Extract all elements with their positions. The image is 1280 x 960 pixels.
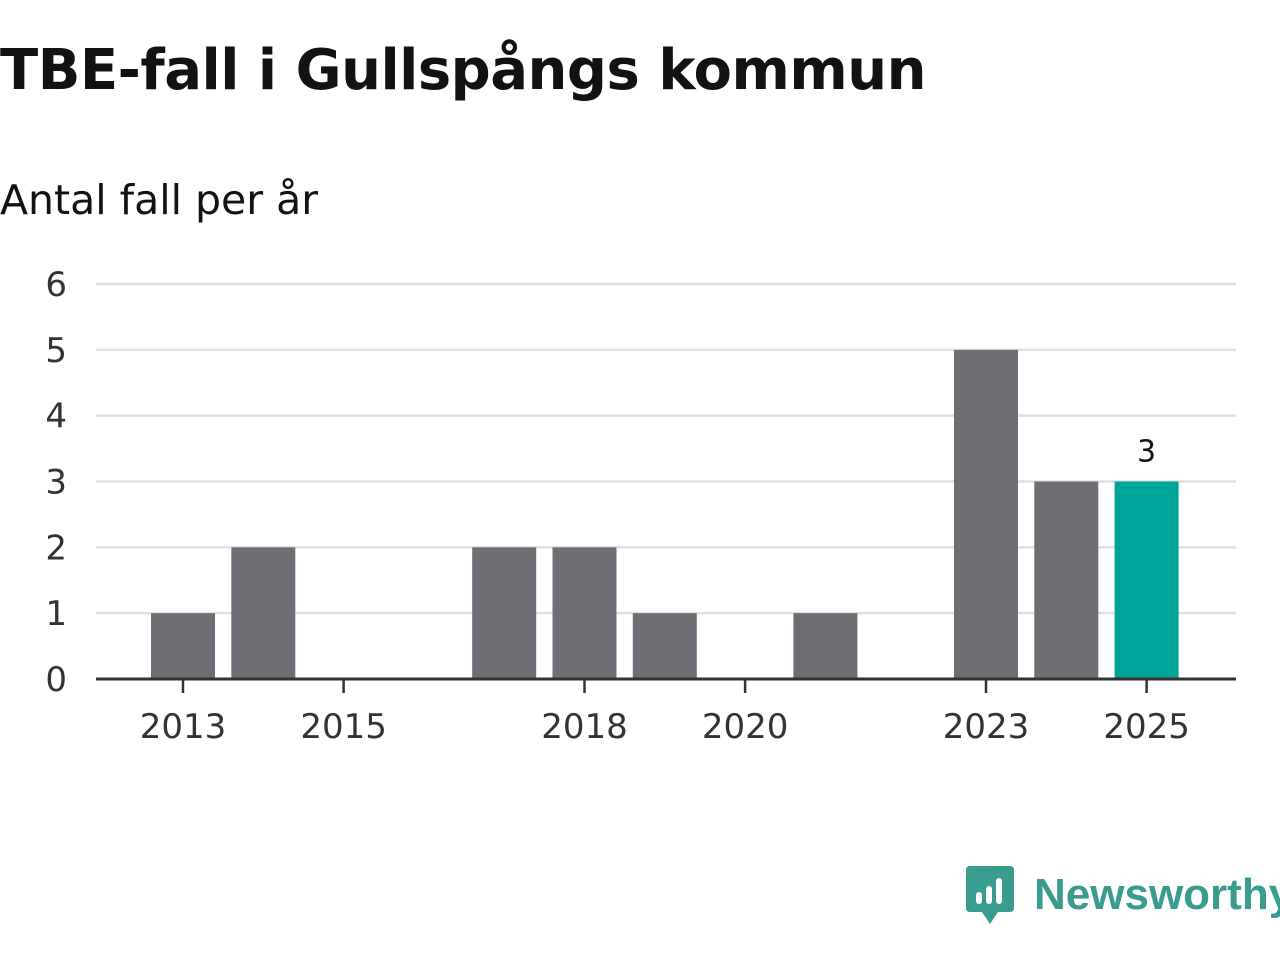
x-tick-label: 2015 <box>300 707 387 747</box>
x-tick-label: 2013 <box>140 707 227 747</box>
x-tick-label: 2025 <box>1103 707 1190 747</box>
y-tick-label: 5 <box>45 331 67 371</box>
brand-logo: Newsworthy <box>964 864 1280 926</box>
y-tick-label: 1 <box>45 594 67 634</box>
bar-2019 <box>632 613 697 679</box>
chart-title: TBE-fall i Gullspångs kommun <box>0 38 926 103</box>
bar-2014 <box>231 547 296 679</box>
bars <box>151 349 1179 679</box>
bar-2025 <box>1114 481 1179 679</box>
bar-2013 <box>151 613 215 679</box>
bar-2023 <box>954 349 1018 679</box>
bar-2017 <box>472 547 537 679</box>
bar-2021 <box>793 613 858 679</box>
y-tick-label: 4 <box>45 397 67 437</box>
brand-name: Newsworthy <box>1034 870 1280 919</box>
y-axis-labels: 0 1 2 3 4 5 6 <box>45 265 67 700</box>
data-label-2025: 3 <box>1137 435 1156 470</box>
x-tick-label: 2020 <box>702 707 789 747</box>
bar-2024 <box>1034 481 1099 679</box>
y-tick-label: 0 <box>45 660 67 700</box>
newsworthy-logo-icon <box>966 866 1014 924</box>
data-labels: 3 <box>1137 435 1156 470</box>
bar-2018 <box>552 547 617 679</box>
x-axis-labels: 2013 2015 2018 2020 2023 2025 <box>140 707 1190 747</box>
y-tick-label: 2 <box>45 528 67 568</box>
chart-subtitle: Antal fall per år <box>0 176 319 224</box>
x-tick-label: 2023 <box>943 707 1030 747</box>
y-tick-label: 3 <box>45 463 67 503</box>
x-tick-label: 2018 <box>541 707 628 747</box>
x-axis <box>96 677 1236 693</box>
y-tick-label: 6 <box>45 265 67 305</box>
